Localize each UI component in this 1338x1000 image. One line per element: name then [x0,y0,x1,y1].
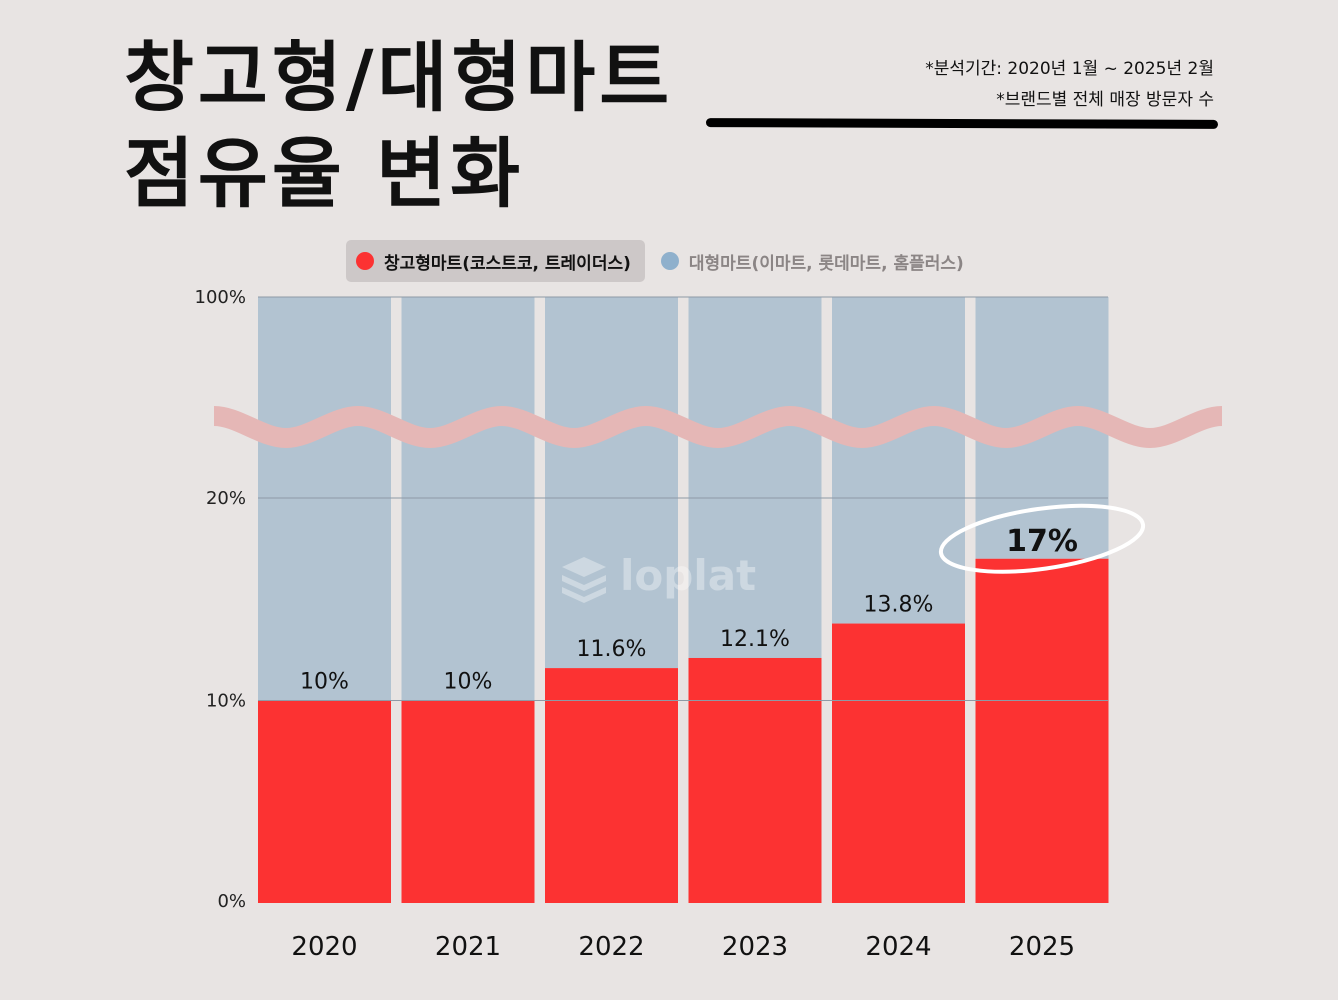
watermark-logo: loplat [562,551,756,603]
data-label-2021: 10% [444,670,493,695]
x-tick-2022: 2022 [578,932,644,962]
gridlines-layer [258,296,1108,701]
bar-warehouse-2020 [258,700,391,903]
x-tick-2020: 2020 [291,932,357,962]
bar-hypermarket-2024 [832,297,965,624]
bar-hypermarket-2023 [688,297,822,658]
x-tick-2021: 2021 [435,932,501,962]
data-label-2024: 13.8% [864,593,934,618]
bar-warehouse-2022 [545,668,678,903]
analysis-notes: *분석기간: 2020년 1월 ~ 2025년 2월 *브랜드별 전체 매장 방… [925,54,1214,116]
data-label-2025: 17% [1006,524,1078,559]
data-labels: 10% 10% 11.6% 12.1% 13.8% 17% [300,524,1078,695]
bar-warehouse-2025 [975,558,1109,903]
data-label-2023: 12.1% [720,627,790,652]
analysis-period-note: *분석기간: 2020년 1월 ~ 2025년 2월 [925,59,1214,79]
data-label-2022: 11.6% [577,637,647,662]
legend-label-hypermarket: 대형마트(이마트, 롯데마트, 홈플러스) [688,253,964,274]
bar-hypermarket-2020 [258,297,391,701]
legend-dot-warehouse [356,252,374,270]
bar-warehouse-2023 [688,657,822,903]
legend-dot-hypermarket [660,252,679,270]
legend-item-warehouse[interactable]: 창고형마트(코스트코, 트레이더스) [346,240,645,282]
chart-legend: 창고형마트(코스트코, 트레이더스) 대형마트(이마트, 롯데마트, 홈플러스) [346,240,978,282]
title-line-1: 창고형/대형마트 [124,33,674,122]
x-axis-labels: 2020 2021 2022 2023 2024 2025 [291,932,1075,962]
chart-title: 창고형/대형마트 점유율 변화 [124,30,673,222]
legend-label-warehouse: 창고형마트(코스트코, 트레이더스) [384,253,631,274]
bars-layer [258,297,1109,903]
y-tick-20pct: 20% [206,488,246,509]
data-basis-note: *브랜드별 전체 매장 방문자 수 [996,90,1214,110]
watermark-text: loplat [620,551,756,600]
y-tick-10pct: 10% [206,691,246,712]
x-tick-2025: 2025 [1009,932,1075,962]
bar-warehouse-2021 [401,700,535,903]
title-line-2: 점유율 변화 [124,129,525,218]
bar-hypermarket-2022 [545,297,678,669]
y-axis-labels: 0% 10% 20% 100% [195,287,246,912]
bar-warehouse-2024 [832,623,965,903]
highlight-circle [938,503,1146,574]
bar-hypermarket-2021 [401,297,535,701]
axis-break-wave [213,405,1223,449]
x-tick-2024: 2024 [865,932,931,962]
y-tick-0pct: 0% [217,891,246,912]
x-tick-2023: 2023 [722,932,788,962]
data-label-2020: 10% [300,670,349,695]
legend-item-hypermarket[interactable]: 대형마트(이마트, 롯데마트, 홈플러스) [651,240,978,282]
y-tick-100pct: 100% [195,287,246,308]
